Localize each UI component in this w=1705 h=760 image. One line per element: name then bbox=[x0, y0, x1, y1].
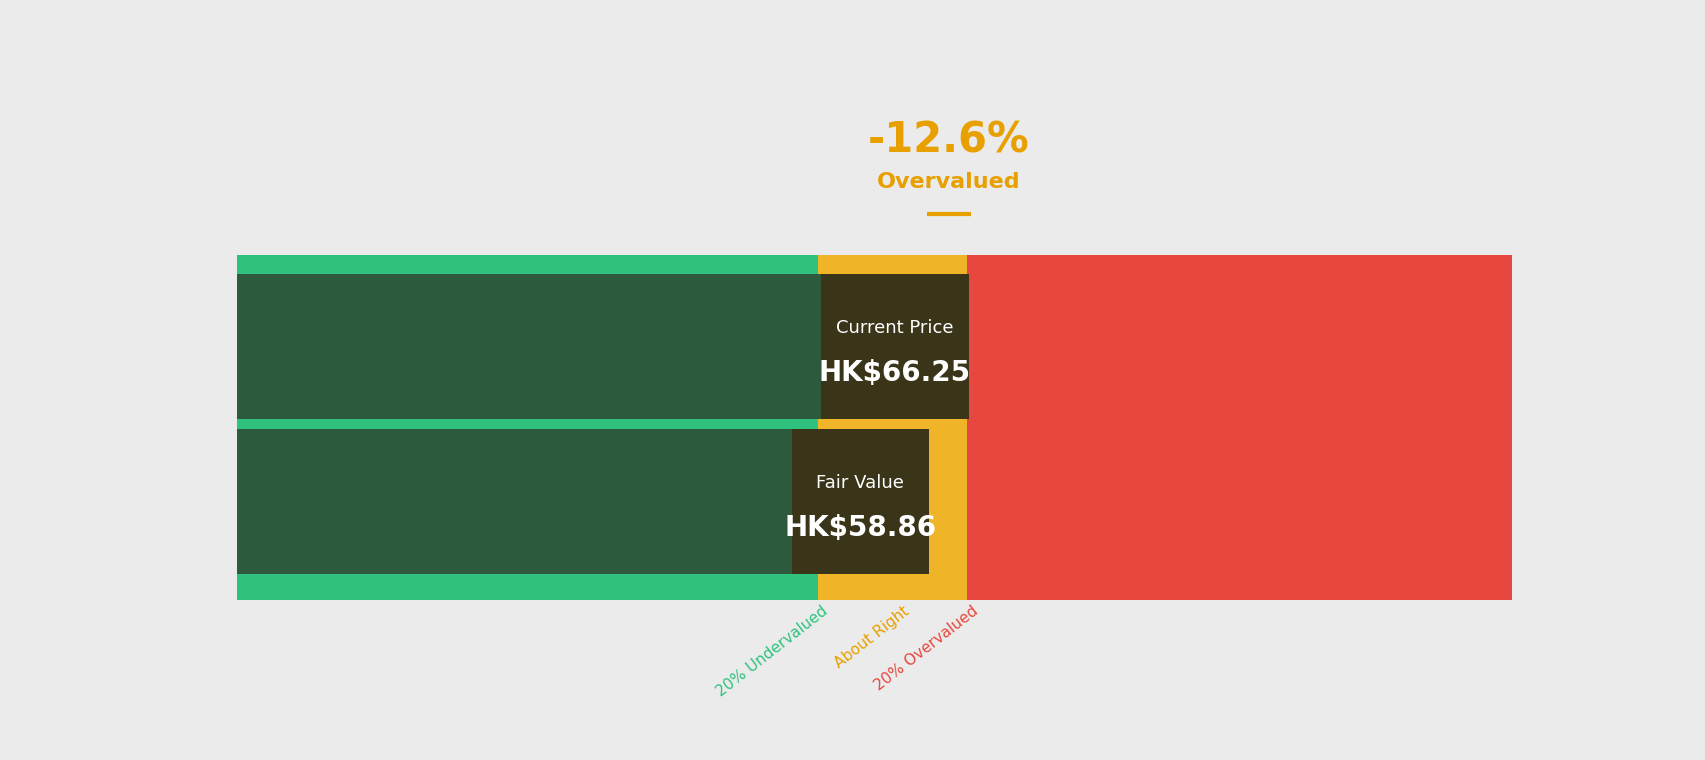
Bar bbox=[967, 255, 1511, 600]
Text: Overvalued: Overvalued bbox=[876, 172, 1020, 192]
Text: About Right: About Right bbox=[832, 603, 912, 670]
Bar bbox=[237, 255, 818, 600]
Text: -12.6%: -12.6% bbox=[868, 120, 1030, 162]
Bar bbox=[818, 255, 967, 600]
Text: Current Price: Current Price bbox=[835, 318, 953, 337]
Bar bbox=[237, 274, 968, 419]
Bar bbox=[237, 429, 929, 575]
Text: 20% Undervalued: 20% Undervalued bbox=[713, 603, 830, 699]
Text: HK$58.86: HK$58.86 bbox=[784, 514, 936, 542]
Text: 20% Overvalued: 20% Overvalued bbox=[871, 603, 980, 693]
Bar bbox=[791, 429, 929, 575]
Text: HK$66.25: HK$66.25 bbox=[818, 359, 970, 387]
Text: Fair Value: Fair Value bbox=[817, 474, 904, 492]
Bar bbox=[820, 274, 968, 419]
